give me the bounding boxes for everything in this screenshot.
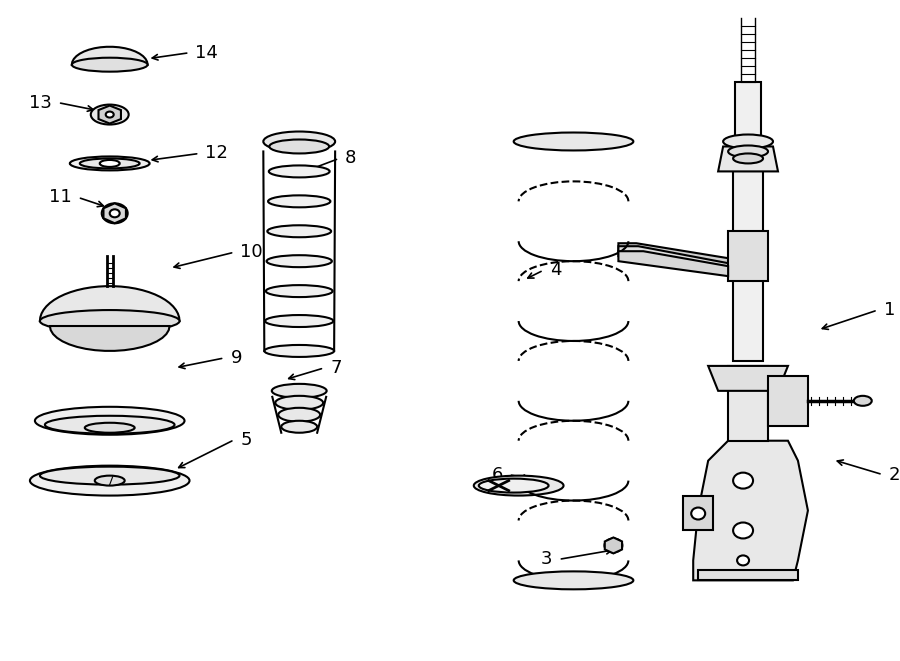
Ellipse shape (266, 285, 333, 297)
Ellipse shape (85, 423, 135, 433)
Polygon shape (40, 286, 179, 321)
Polygon shape (50, 326, 169, 351)
Ellipse shape (734, 153, 763, 163)
Text: 4: 4 (550, 261, 561, 279)
Ellipse shape (282, 421, 317, 433)
Ellipse shape (272, 384, 327, 398)
Polygon shape (718, 147, 778, 171)
Ellipse shape (70, 157, 149, 171)
Ellipse shape (105, 112, 113, 118)
Ellipse shape (80, 159, 140, 169)
Ellipse shape (275, 396, 323, 410)
Polygon shape (618, 246, 728, 271)
Text: 10: 10 (240, 243, 263, 261)
Polygon shape (768, 376, 808, 426)
Ellipse shape (473, 476, 563, 496)
Polygon shape (683, 496, 713, 531)
Ellipse shape (265, 345, 334, 357)
Ellipse shape (266, 255, 332, 267)
Ellipse shape (30, 465, 190, 496)
Text: 7: 7 (330, 359, 342, 377)
Text: 8: 8 (345, 149, 356, 167)
Ellipse shape (35, 407, 184, 435)
Ellipse shape (268, 196, 330, 208)
Polygon shape (708, 366, 788, 391)
Ellipse shape (605, 539, 623, 553)
Ellipse shape (734, 522, 753, 539)
Ellipse shape (45, 416, 175, 434)
Text: 13: 13 (29, 94, 52, 112)
Polygon shape (735, 82, 761, 141)
Ellipse shape (40, 467, 179, 485)
Polygon shape (698, 570, 798, 580)
Ellipse shape (40, 310, 179, 332)
Ellipse shape (737, 555, 749, 565)
Ellipse shape (266, 315, 333, 327)
Polygon shape (728, 231, 768, 281)
Polygon shape (693, 441, 808, 580)
Ellipse shape (728, 145, 768, 157)
Ellipse shape (479, 479, 549, 492)
Text: 12: 12 (205, 145, 229, 163)
Ellipse shape (94, 476, 125, 486)
Polygon shape (72, 47, 148, 65)
Ellipse shape (91, 104, 129, 124)
Ellipse shape (264, 132, 335, 151)
Ellipse shape (269, 165, 329, 177)
Polygon shape (618, 243, 728, 266)
Text: 11: 11 (50, 188, 72, 206)
Polygon shape (104, 204, 126, 223)
Polygon shape (734, 171, 763, 361)
Polygon shape (618, 251, 728, 276)
Ellipse shape (691, 508, 706, 520)
Text: 6: 6 (491, 465, 503, 484)
Text: 14: 14 (195, 44, 219, 61)
Ellipse shape (514, 132, 634, 151)
Polygon shape (728, 366, 768, 441)
Ellipse shape (267, 225, 331, 237)
Ellipse shape (854, 396, 872, 406)
Ellipse shape (72, 58, 148, 71)
Polygon shape (605, 537, 622, 553)
Ellipse shape (100, 160, 120, 167)
Text: 9: 9 (230, 349, 242, 367)
Ellipse shape (269, 139, 329, 153)
Text: 5: 5 (240, 431, 252, 449)
Text: 1: 1 (884, 301, 896, 319)
Ellipse shape (514, 571, 634, 590)
Ellipse shape (734, 473, 753, 488)
Ellipse shape (723, 134, 773, 149)
Ellipse shape (278, 408, 320, 422)
Polygon shape (98, 106, 121, 124)
Text: 2: 2 (888, 465, 900, 484)
Text: 3: 3 (541, 551, 553, 568)
Ellipse shape (110, 210, 120, 217)
